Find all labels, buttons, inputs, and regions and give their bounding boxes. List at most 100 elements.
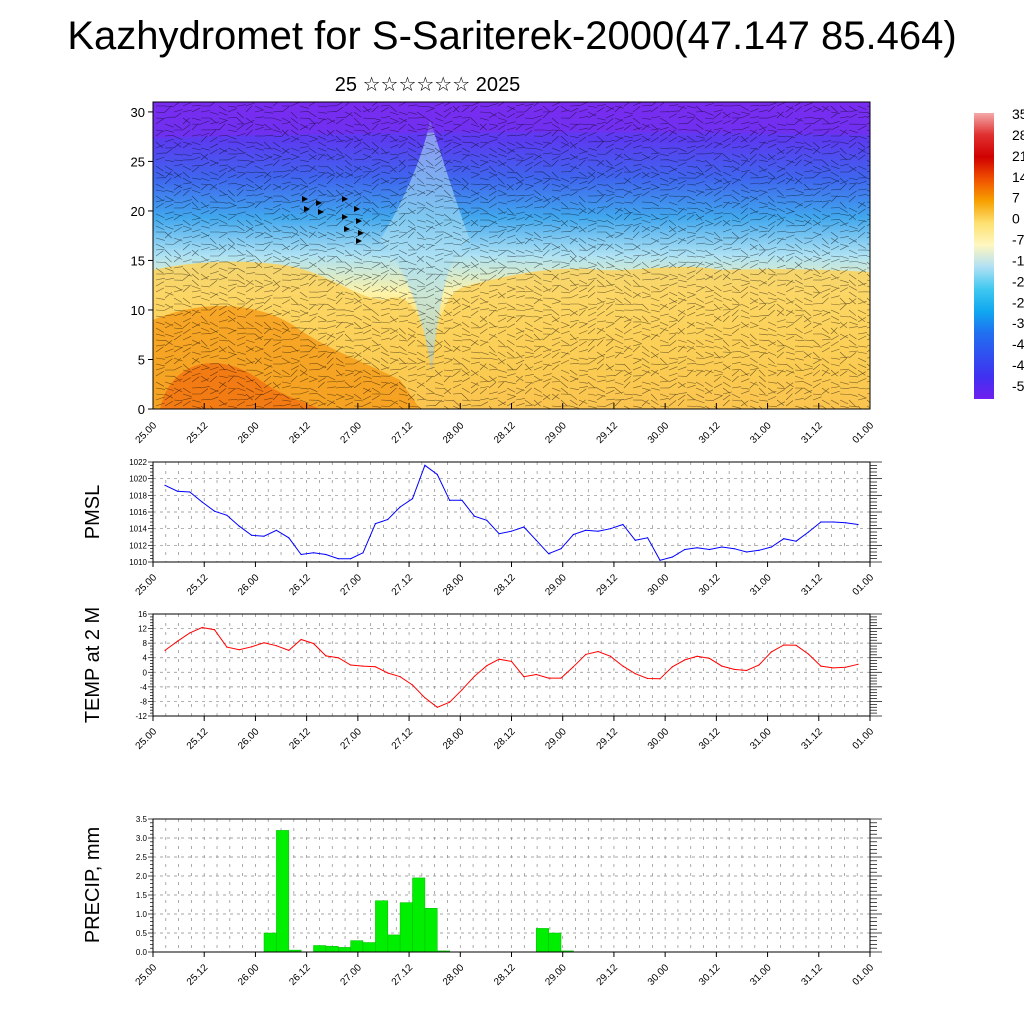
series-point xyxy=(164,649,166,652)
series-point xyxy=(362,552,364,554)
series-point xyxy=(684,548,686,551)
colorbar-gradient xyxy=(974,113,994,399)
x-tick-label: 27.00 xyxy=(339,726,365,752)
series-point xyxy=(362,665,364,667)
series-point xyxy=(857,523,859,526)
series-point xyxy=(325,655,327,657)
series-point xyxy=(572,533,574,536)
y-tick-label: 1020 xyxy=(129,475,147,484)
x-tick-label: 29.12 xyxy=(595,572,621,598)
series-point xyxy=(486,519,488,521)
series-point xyxy=(510,530,513,532)
series-point xyxy=(473,515,475,517)
series-point xyxy=(337,558,339,560)
chart-subtitle: 25 ☆☆☆☆☆☆ 2025 xyxy=(334,74,521,96)
x-tick-label: 25.12 xyxy=(185,420,211,446)
colorbar-label: 7 xyxy=(1012,190,1020,206)
y-tick-label: 25 xyxy=(131,154,145,169)
series-point xyxy=(238,649,240,651)
series-point xyxy=(820,521,822,523)
y-tick-label: 4 xyxy=(143,654,148,663)
x-tick-label: 31.12 xyxy=(799,726,825,752)
series-point xyxy=(226,646,228,648)
y-tick-label: 3.0 xyxy=(136,834,148,843)
series-point xyxy=(251,534,253,536)
x-tick-label: 31.12 xyxy=(799,962,825,988)
x-tick-label: 28.00 xyxy=(441,962,467,988)
precip-bar xyxy=(276,830,290,953)
x-tick-label: 30.00 xyxy=(646,420,672,446)
y-tick-label: 5 xyxy=(138,352,145,367)
series-point xyxy=(176,640,178,642)
series-point xyxy=(671,666,673,668)
y-tick-label: 20 xyxy=(131,204,145,219)
x-tick-label: 31.12 xyxy=(799,572,825,598)
series-point xyxy=(659,559,661,561)
series-point xyxy=(783,644,785,646)
series-point xyxy=(461,689,463,691)
series-point xyxy=(213,510,216,512)
series-point xyxy=(337,657,339,659)
y-tick-label: 0 xyxy=(143,668,148,677)
colorbar-label: -2 xyxy=(1012,294,1024,310)
x-tick-label: 29.00 xyxy=(543,962,569,988)
y-tick-label: 1022 xyxy=(129,458,147,467)
series-point xyxy=(585,653,587,656)
series-point xyxy=(721,665,723,667)
x-tick-label: 31.00 xyxy=(748,420,774,446)
series-point xyxy=(795,540,797,542)
colorbar-label: 14 xyxy=(1012,169,1024,185)
series-point xyxy=(857,663,859,665)
series-point xyxy=(708,548,711,551)
series-point xyxy=(510,660,513,662)
series-point xyxy=(288,649,290,652)
series-point xyxy=(832,667,834,669)
y-tick-label: 2.0 xyxy=(136,872,148,881)
x-tick-label: 31.00 xyxy=(748,726,774,752)
series-point xyxy=(746,669,748,672)
series-point xyxy=(708,657,711,660)
series-point xyxy=(820,665,822,667)
series-point xyxy=(312,642,315,645)
x-tick-label: 27.00 xyxy=(339,572,365,598)
series-point xyxy=(597,530,599,532)
x-tick-label: 25.00 xyxy=(134,572,160,598)
y-tick-label: 1014 xyxy=(129,525,147,534)
x-tick-label: 30.12 xyxy=(697,726,723,752)
precip-bar xyxy=(387,934,401,953)
series-point xyxy=(251,646,253,648)
x-tick-label: 30.12 xyxy=(697,962,723,988)
series-point xyxy=(560,548,562,550)
x-tick-label: 30.12 xyxy=(697,420,723,446)
x-tick-label: 27.12 xyxy=(390,572,416,598)
series-point xyxy=(300,638,302,641)
series-point xyxy=(486,665,488,667)
x-tick-label: 01.00 xyxy=(851,572,877,598)
series-point xyxy=(436,706,438,708)
series-point xyxy=(733,668,735,670)
precip-bar xyxy=(536,928,549,953)
y-axis-label: TEMP at 2 M xyxy=(82,607,104,723)
x-tick-label: 26.12 xyxy=(287,420,313,446)
series-point xyxy=(226,514,228,516)
series-point xyxy=(300,553,302,556)
series-point xyxy=(548,677,550,679)
y-tick-label: 3.5 xyxy=(136,815,148,824)
series-point xyxy=(634,539,636,541)
precip-panel: 0.0 0.5 1.0 1.5 2.0 2.5 3.0 3.5 25.00 25.12 26.00 2… xyxy=(82,815,882,988)
x-tick-label: 28.12 xyxy=(492,420,518,446)
y-axis-label: PRECIP, mm xyxy=(82,827,104,943)
series-point xyxy=(411,684,414,686)
y-tick-label: 8 xyxy=(143,639,148,648)
series-point xyxy=(535,539,537,541)
series-point xyxy=(523,526,525,528)
y-tick-label: 1.5 xyxy=(136,891,148,900)
series-point xyxy=(572,666,574,668)
y-tick-label: 10 xyxy=(131,303,145,318)
x-tick-label: 27.00 xyxy=(339,420,365,446)
series-point xyxy=(387,672,389,674)
cross-section-panel: 0 5 10 15 20 25 30 25.00 25.12 26.00 26.12 27.00 27.… xyxy=(131,101,877,446)
y-tick-label: 0.5 xyxy=(136,929,148,938)
x-tick-label: 01.00 xyxy=(851,420,877,446)
series-point xyxy=(609,528,612,530)
